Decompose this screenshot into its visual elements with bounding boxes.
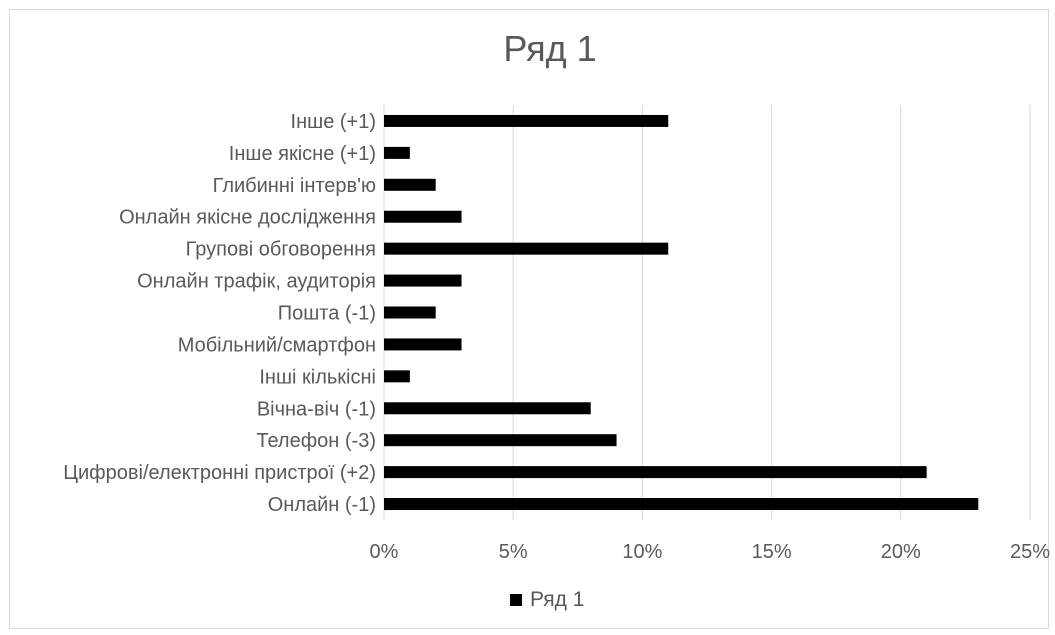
category-label: Онлайн якісне дослідження [119, 207, 376, 229]
bar [384, 146, 410, 159]
legend: Ряд 1 [510, 588, 584, 612]
bar [384, 466, 927, 479]
legend-swatch [510, 594, 522, 606]
legend-label: Ряд 1 [530, 588, 585, 611]
chart-title: Ряд 1 [503, 28, 597, 69]
bar [384, 210, 462, 223]
x-tick-label: 0% [370, 541, 399, 563]
category-label: Цифрові/електронні пристрої (+2) [63, 462, 376, 484]
category-label: Інші кількісні [259, 366, 376, 388]
bar [384, 178, 436, 191]
bar [384, 114, 669, 127]
x-tick-label: 5% [499, 541, 528, 563]
category-label: Пошта (-1) [278, 303, 376, 325]
category-label: Вічна-віч (-1) [257, 398, 376, 420]
x-tick-label: 10% [622, 541, 662, 563]
bar [384, 434, 617, 447]
x-tick-label: 25% [1010, 541, 1050, 563]
category-label: Інше якісне (+1) [229, 143, 376, 165]
bar [384, 498, 979, 511]
chart-frame [9, 9, 1049, 629]
category-label: Глибинні інтерв'ю [213, 175, 376, 197]
x-tick-label: 20% [881, 541, 921, 563]
bar [384, 306, 436, 319]
category-label: Групові обговорення [186, 239, 376, 261]
category-label: Мобільний/смартфон [178, 334, 376, 356]
category-label: Онлайн (-1) [268, 494, 376, 516]
x-tick-label: 15% [752, 541, 792, 563]
bar [384, 370, 410, 383]
bar [384, 242, 669, 255]
bar [384, 338, 462, 351]
bar [384, 274, 462, 287]
category-label: Онлайн трафік, аудиторія [137, 271, 376, 293]
category-label: Телефон (-3) [256, 430, 376, 452]
category-label: Інше (+1) [291, 111, 376, 133]
bar [384, 402, 591, 415]
